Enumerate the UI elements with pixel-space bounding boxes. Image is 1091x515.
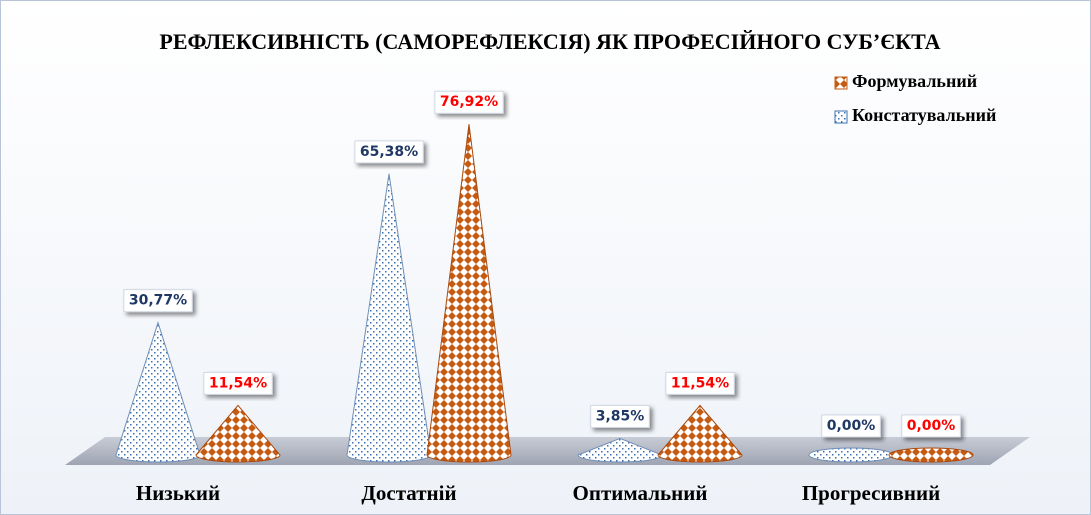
x-tick-label: Достатній bbox=[361, 481, 456, 505]
legend-label: Формувальний bbox=[852, 71, 977, 91]
data-label-box bbox=[590, 404, 650, 428]
data-label-box bbox=[901, 414, 961, 438]
data-label-box bbox=[665, 371, 735, 395]
floor bbox=[65, 437, 1030, 465]
data-label-text: 11,54% bbox=[671, 375, 729, 391]
data-label-text: 65,38% bbox=[360, 144, 418, 160]
data-label-text: 0,00% bbox=[827, 418, 876, 434]
x-tick-label: Прогресивний bbox=[802, 481, 940, 505]
data-label-box bbox=[123, 289, 193, 313]
cone bbox=[195, 404, 281, 463]
cone bbox=[808, 447, 894, 463]
data-label: 30,77% bbox=[123, 289, 193, 313]
data-label-box bbox=[821, 414, 881, 438]
data-label: 11,54% bbox=[203, 371, 273, 395]
chart-title: РЕФЛЕКСИВНІСТЬ (САМОРЕФЛЕКСІЯ) ЯК ПРОФЕС… bbox=[159, 29, 941, 54]
data-label: 0,00% bbox=[821, 414, 881, 438]
data-label-text: 3,85% bbox=[596, 408, 645, 424]
cone bbox=[888, 447, 974, 463]
data-label-text: 30,77% bbox=[129, 293, 187, 309]
data-label-text: 11,54% bbox=[209, 375, 267, 391]
data-label: 0,00% bbox=[901, 414, 961, 438]
data-label-box bbox=[434, 90, 504, 114]
x-tick-label: Низький bbox=[136, 481, 220, 505]
legend-label: Констатувальний bbox=[852, 105, 996, 125]
data-label: 76,92% bbox=[434, 90, 504, 114]
data-label: 65,38% bbox=[354, 140, 424, 164]
legend-swatch bbox=[834, 76, 848, 90]
data-label: 11,54% bbox=[665, 371, 735, 395]
cone bbox=[657, 404, 743, 463]
cone bbox=[426, 124, 512, 463]
data-label: 3,85% bbox=[590, 404, 650, 428]
data-label-box bbox=[203, 371, 273, 395]
legend-swatch bbox=[834, 110, 848, 124]
data-label-text: 0,00% bbox=[907, 418, 956, 434]
x-tick-label: Оптимальний bbox=[573, 481, 708, 505]
data-label-text: 76,92% bbox=[440, 94, 498, 110]
data-label-box bbox=[354, 140, 424, 164]
